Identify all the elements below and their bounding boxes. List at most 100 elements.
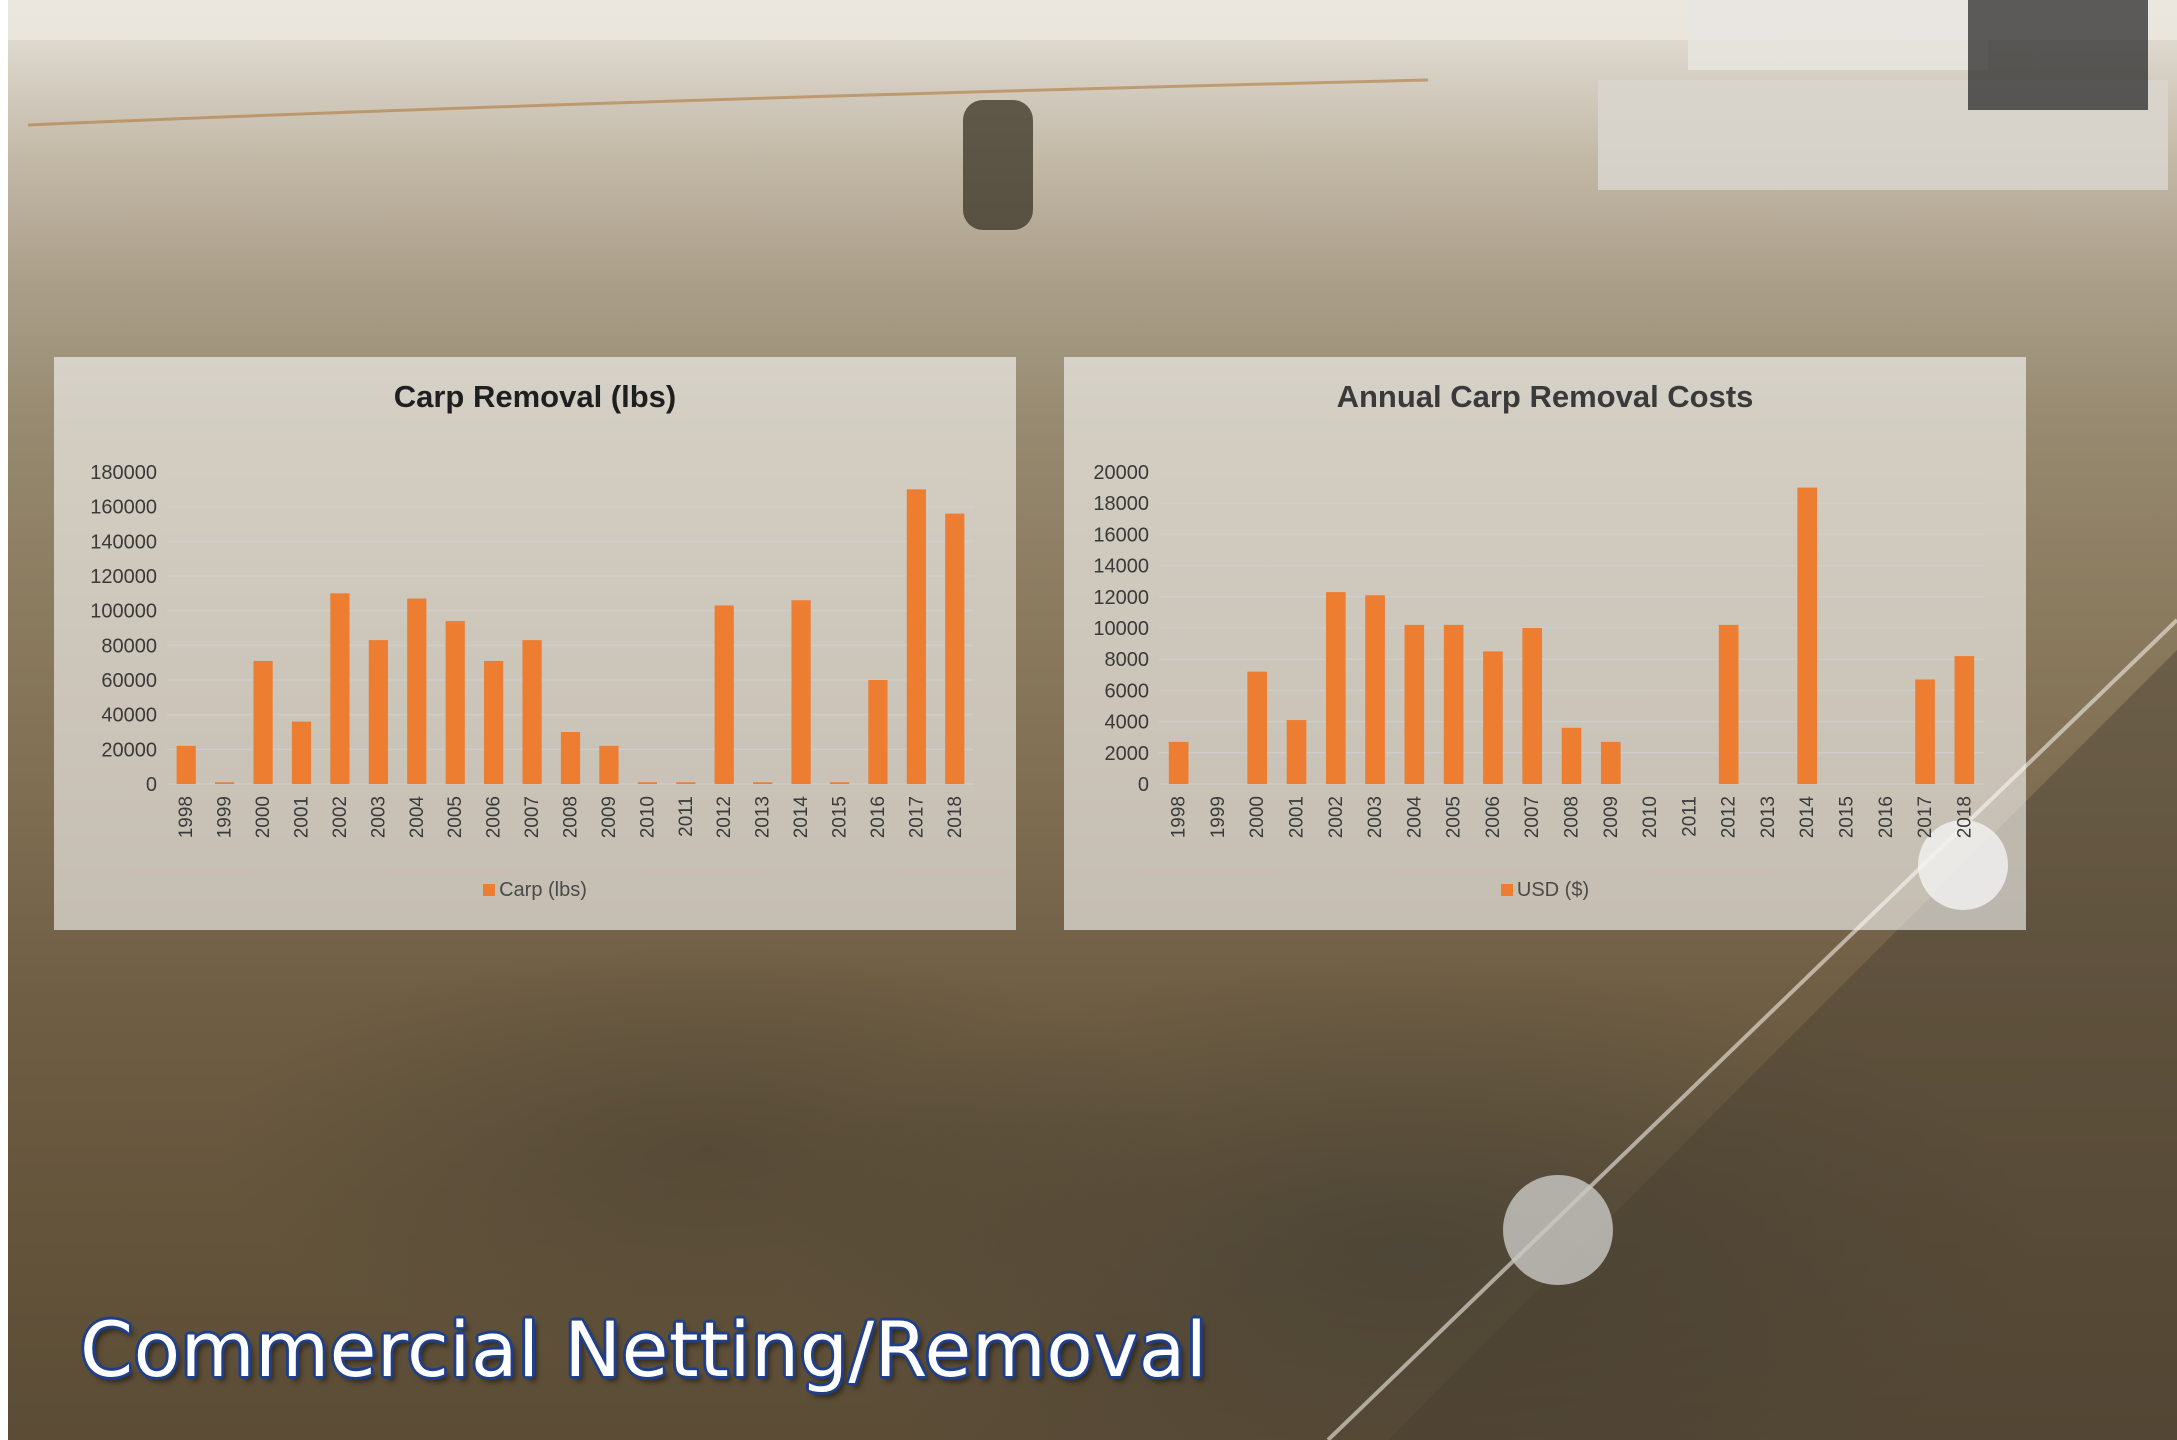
y-tick-label: 60000: [101, 670, 157, 692]
bar: [1404, 624, 1425, 784]
x-tick-label: 2011: [1679, 796, 1700, 837]
legend-label: Carp (lbs): [499, 879, 587, 901]
bar: [291, 721, 312, 784]
bar: [407, 598, 427, 784]
y-tick-label: 12000: [1093, 587, 1149, 609]
bar: [1247, 671, 1268, 784]
x-tick-label: 2017: [906, 796, 927, 838]
y-tick-label: 18000: [1093, 493, 1149, 515]
bar: [368, 640, 388, 784]
chart-legend: USD ($): [1064, 879, 2026, 902]
bar: [1561, 727, 1582, 784]
bar: [253, 660, 273, 784]
bar: [522, 640, 542, 784]
bar: [676, 782, 696, 784]
bar: [637, 782, 657, 784]
x-tick-label: 2007: [522, 796, 543, 838]
y-tick-label: 6000: [1105, 680, 1150, 702]
slide-caption: Commercial Netting/Removal: [80, 1305, 1208, 1394]
y-tick-label: 80000: [101, 635, 157, 657]
y-tick-label: 20000: [101, 739, 157, 761]
bar: [829, 782, 850, 784]
chart-title: Annual Carp Removal Costs: [1336, 379, 1754, 414]
x-tick-label: 2009: [1601, 796, 1622, 838]
y-tick-label: 14000: [1093, 556, 1149, 578]
y-tick-label: 40000: [101, 705, 157, 727]
y-tick-label: 8000: [1105, 649, 1150, 671]
x-tick-label: 2014: [791, 796, 812, 839]
bar: [330, 593, 350, 784]
x-tick-label: 2005: [1444, 796, 1465, 838]
y-tick-label: 20000: [1093, 462, 1149, 484]
bar: [1600, 741, 1621, 784]
x-tick-label: 2001: [292, 796, 313, 838]
x-tick-label: 2002: [330, 796, 351, 838]
bar: [1443, 624, 1464, 784]
x-tick-label: 2008: [1562, 796, 1583, 838]
chart-plot: 0 2000 4000 6000 8000 10000 12000 14000 16000 180…: [1093, 462, 1984, 839]
y-tick-label: 140000: [90, 531, 157, 553]
bar: [714, 605, 734, 784]
x-tick-label: 2014: [1797, 796, 1818, 839]
legend-swatch: [1500, 884, 1513, 896]
x-tick-label: 2006: [1483, 796, 1504, 838]
x-tick-label: 1999: [215, 796, 236, 838]
x-tick-label: 1999: [1208, 796, 1229, 838]
x-tick-label: 2008: [561, 796, 582, 838]
bar: [791, 600, 811, 784]
x-tick-label: 2005: [445, 796, 466, 838]
x-tick-label: 2003: [368, 796, 389, 838]
y-tick-label: 160000: [90, 497, 157, 519]
x-tick-label: 2015: [1837, 796, 1858, 838]
bar: [1718, 624, 1739, 784]
x-tick-label: 2012: [1719, 796, 1740, 838]
y-tick-label: 120000: [90, 566, 157, 588]
x-tick-label: 2007: [1522, 796, 1543, 838]
y-tick-label: 10000: [1093, 618, 1149, 640]
x-tick-label: 2003: [1365, 796, 1386, 838]
bar: [599, 745, 619, 784]
x-tick-label: 2002: [1326, 796, 1347, 838]
x-tick-label: 2000: [253, 796, 274, 838]
bar: [445, 621, 465, 784]
x-tick-label: 2009: [599, 796, 620, 838]
chart-plot: 0 20000 40000 60000 80000 100000 120000 140000 1…: [90, 462, 974, 839]
bar: [906, 489, 926, 784]
bar: [1365, 595, 1385, 784]
x-tick-label: 1998: [176, 796, 197, 838]
x-tick-label: 1998: [1169, 796, 1190, 838]
bar: [176, 745, 196, 784]
carp-removal-lbs-chart: Carp Removal (lbs) 0 20000 40000 60000 80000…: [54, 357, 1016, 930]
x-tick-label: 2010: [637, 796, 658, 838]
x-tick-label: 2011: [676, 796, 697, 837]
y-tick-label: 0: [146, 774, 157, 796]
bar: [753, 782, 773, 784]
x-tick-label: 2015: [830, 796, 851, 838]
legend-label: USD ($): [1516, 879, 1590, 901]
x-tick-label: 2016: [868, 796, 889, 838]
y-tick-label: 4000: [1105, 712, 1150, 734]
x-tick-label: 2013: [753, 796, 774, 838]
bar: [1483, 651, 1503, 784]
y-tick-label: 180000: [90, 462, 157, 484]
chart-legend: Carp (lbs): [54, 879, 1016, 902]
y-tick-label: 2000: [1105, 743, 1150, 765]
x-tick-label: 2010: [1640, 796, 1661, 838]
x-tick-label: 2012: [714, 796, 735, 838]
bar: [560, 732, 581, 784]
x-tick-label: 2000: [1247, 796, 1268, 838]
bar: [868, 680, 888, 784]
bar: [945, 513, 965, 784]
chart-title: Carp Removal (lbs): [393, 379, 677, 414]
bar: [215, 782, 235, 784]
legend-swatch: [483, 884, 496, 896]
y-tick-label: 0: [1138, 774, 1149, 796]
annual-removal-costs-chart: Annual Carp Removal Costs 0 2000 4000 6000 8…: [1064, 357, 2026, 930]
x-tick-label: 2018: [945, 796, 966, 838]
bar: [1168, 741, 1189, 784]
y-tick-label: 16000: [1093, 524, 1149, 546]
bar: [1522, 628, 1543, 784]
bar: [1797, 487, 1818, 784]
x-tick-label: 2018: [1954, 796, 1975, 838]
bar: [1915, 679, 1935, 784]
